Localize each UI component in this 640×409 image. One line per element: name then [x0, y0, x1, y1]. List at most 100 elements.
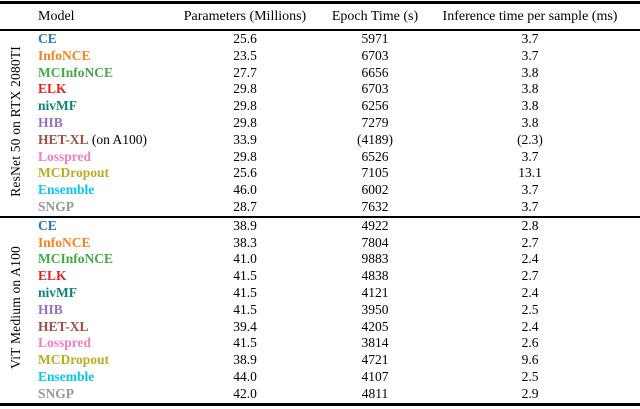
model-name: SNGP: [38, 198, 75, 214]
model-name: MCDropout: [38, 352, 110, 368]
epoch-time-value: 7804: [361, 234, 389, 250]
epoch-time-value: 5971: [361, 31, 389, 46]
table-row: MCInfoNCE 27.7 6656 3.8: [0, 65, 640, 82]
epoch-time-value: 6703: [361, 81, 389, 97]
group-column-header: [0, 2, 32, 31]
model-cell: MCInfoNCE: [32, 65, 180, 82]
epoch-time-value: 7105: [361, 165, 389, 181]
epoch-time-value: 4121: [361, 284, 389, 300]
parameters-value: 29.8: [233, 114, 257, 130]
inference-time-value: 2.4: [521, 318, 539, 334]
model-cell: Losspred: [32, 335, 180, 352]
model-name: InfoNCE: [38, 47, 91, 63]
table-row: nivMF 29.8 6256 3.8: [0, 98, 640, 115]
epoch-time-value: (4189): [357, 131, 393, 147]
model-cell: HIB: [32, 302, 180, 319]
epoch-time-value: 7632: [361, 198, 389, 214]
epoch-time-value: 3814: [361, 335, 389, 351]
column-header-model: Model: [32, 2, 180, 31]
model-name: CE: [38, 217, 57, 233]
model-name: ELK: [38, 268, 67, 284]
inference-time-value: 3.7: [521, 198, 539, 214]
parameters-value: 39.4: [233, 318, 257, 334]
inference-time-value: 13.1: [518, 165, 542, 181]
epoch-time-value: 6256: [361, 98, 389, 114]
parameters-value: 33.9: [233, 131, 257, 147]
table-row: Losspred 41.5 3814 2.6: [0, 335, 640, 352]
model-name: MCInfoNCE: [38, 64, 114, 80]
model-cell: Ensemble: [32, 369, 180, 386]
model-cell: InfoNCE: [32, 48, 180, 65]
inference-time-value: 2.6: [521, 335, 539, 351]
model-cell: ELK: [32, 268, 180, 285]
inference-time-value: 2.5: [521, 368, 539, 384]
model-name: InfoNCE: [38, 234, 91, 250]
epoch-time-value: 4922: [310, 215, 440, 235]
model-cell: HET-XL: [32, 319, 180, 336]
model-name: HET-XL: [38, 318, 89, 334]
table-row: MCDropout 38.9 4721 9.6: [0, 352, 640, 369]
model-cell: Ensemble: [32, 182, 180, 199]
table-row: ELK 29.8 6703 3.8: [0, 81, 640, 98]
model-name: Ensemble: [38, 368, 95, 384]
parameters-value: 41.5: [233, 284, 257, 300]
model-cell: HET-XL (on A100): [32, 132, 180, 149]
model-name: HIB: [38, 301, 63, 317]
table-row: HIB 41.5 3950 2.5: [0, 302, 640, 319]
parameters-value: 29.8: [233, 148, 257, 164]
model-name: MCDropout: [38, 165, 110, 181]
epoch-time-value: 4107: [361, 368, 389, 384]
table-row: InfoNCE 38.3 7804 2.7: [0, 235, 640, 252]
model-cell: nivMF: [32, 98, 180, 115]
inference-time-value: 3.8: [521, 81, 539, 97]
column-header-parameters: Parameters (Millions): [180, 2, 310, 31]
parameters-value: 29.8: [233, 98, 257, 114]
model-cell: CE: [32, 215, 180, 235]
model-name: HET-XL: [38, 131, 89, 147]
section-label: ResNet 50 on RTX 2080TI: [7, 45, 23, 197]
table-row: Ensemble 44.0 4107 2.5: [0, 369, 640, 386]
table-row: SNGP 42.0 4811 2.9: [0, 386, 640, 404]
epoch-time-value: 6703: [361, 47, 389, 63]
epoch-time-value: 4721: [361, 352, 389, 368]
model-name: MCInfoNCE: [38, 251, 114, 267]
table-row: MCDropout 25.6 7105 13.1: [0, 165, 640, 182]
inference-time-value: 2.4: [521, 284, 539, 300]
section-group-cell: ViT Medium on A100: [0, 215, 32, 405]
parameters-value: 44.0: [233, 368, 257, 384]
inference-time-value: 3.8: [521, 98, 539, 114]
table-row: ViT Medium on A100 CE 38.9 4922 2.8: [0, 215, 640, 405]
parameters-value: 27.7: [233, 64, 257, 80]
table-row: nivMF 41.5 4121 2.4: [0, 285, 640, 302]
model-cell: ELK: [32, 81, 180, 98]
model-name: Ensemble: [38, 182, 95, 198]
inference-time-value: 3.7: [521, 31, 539, 46]
model-cell: MCDropout: [32, 352, 180, 369]
header-row: Model Parameters (Millions) Epoch Time (…: [0, 2, 640, 31]
model-name: Losspred: [38, 335, 92, 351]
epoch-time-value: 9883: [361, 251, 389, 267]
model-name: Losspred: [38, 148, 92, 164]
parameters-value: 41.5: [233, 335, 257, 351]
model-cell: SNGP: [32, 386, 180, 404]
model-cell: InfoNCE: [32, 235, 180, 252]
model-cell: MCInfoNCE: [32, 251, 180, 268]
inference-time-value: 2.4: [521, 251, 539, 267]
inference-time-value: 3.8: [521, 64, 539, 80]
model-cell: nivMF: [32, 285, 180, 302]
inference-time-value: 3.7: [521, 148, 539, 164]
table-row: HIB 29.8 7279 3.8: [0, 115, 640, 132]
table-row: ResNet 50 on RTX 2080TI CE 25.6 5971 3.7: [0, 30, 640, 196]
model-name: nivMF: [38, 98, 77, 114]
parameters-value: 42.0: [233, 385, 257, 401]
table-row: Losspred 29.8 6526 3.7: [0, 149, 640, 166]
parameters-value: 38.9: [180, 215, 310, 235]
table-row: Ensemble 46.0 6002 3.7: [0, 182, 640, 199]
section-label: ViT Medium on A100: [7, 246, 23, 370]
table-row: HET-XL (on A100) 33.9 (4189) (2.3): [0, 132, 640, 149]
inference-time-value: 2.7: [521, 268, 539, 284]
epoch-time-value: 7279: [361, 114, 389, 130]
model-suffix: (on A100): [88, 131, 148, 147]
